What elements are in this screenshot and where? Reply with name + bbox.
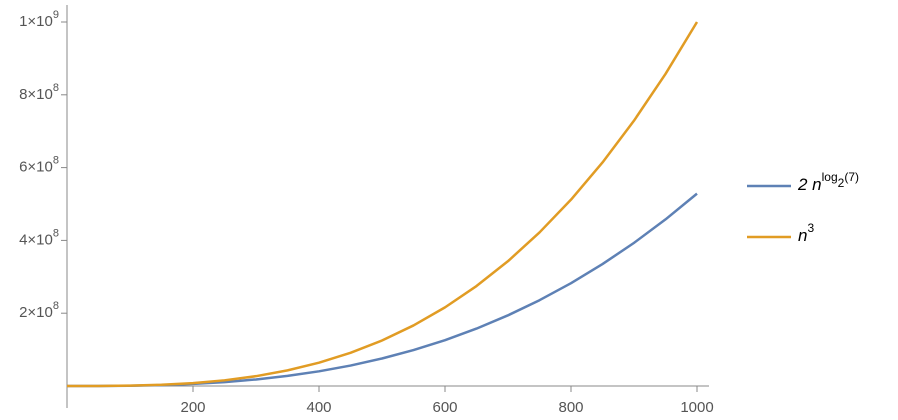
y-tick-label: 8×108: [19, 82, 59, 103]
legend-label: n3: [798, 221, 814, 245]
y-tick-label-base: 4×10: [19, 231, 53, 248]
y-tick-label: 2×108: [19, 300, 59, 321]
y-tick-label-exponent: 8: [53, 300, 59, 312]
y-tick-label-base: 1×10: [19, 13, 53, 30]
legend-label-part: (7): [844, 170, 859, 184]
legend-label-part: 2 n: [797, 175, 822, 194]
x-tick-label: 800: [558, 399, 583, 416]
legend-label-part: n: [798, 226, 807, 245]
legend-label-part: 3: [807, 221, 814, 235]
legend-label-part: 2: [838, 176, 845, 190]
y-tick-label-exponent: 8: [53, 227, 59, 239]
y-tick-label: 4×108: [19, 227, 59, 248]
y-tick-label-exponent: 8: [53, 82, 59, 94]
x-tick-label: 1000: [680, 399, 713, 416]
x-tick-label: 600: [432, 399, 457, 416]
x-tick-label: 200: [180, 399, 205, 416]
series-line: [66, 21, 699, 388]
y-tick-label-base: 8×10: [19, 86, 53, 103]
series-line: [66, 192, 698, 388]
y-tick-label: 6×108: [19, 155, 59, 176]
legend-label-part: log: [822, 170, 838, 184]
y-tick-label-base: 2×10: [19, 304, 53, 321]
legend-label: 2 nlog2(7): [797, 170, 859, 194]
y-tick-label-base: 6×10: [19, 159, 53, 176]
x-tick-label: 400: [306, 399, 331, 416]
y-tick-label: 1×109: [19, 9, 59, 30]
y-tick-label-exponent: 8: [53, 155, 59, 167]
y-tick-label-exponent: 9: [53, 9, 59, 21]
